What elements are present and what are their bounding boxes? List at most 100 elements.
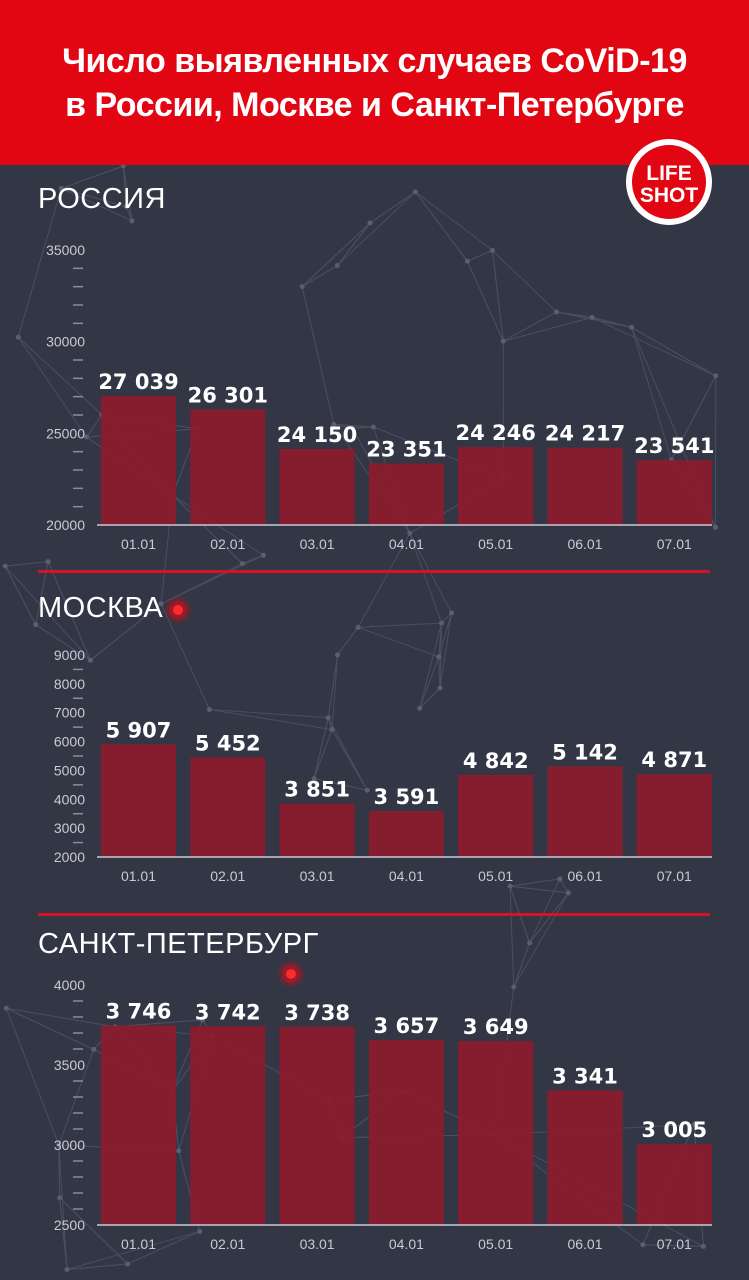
network-line bbox=[61, 165, 124, 189]
section-divider bbox=[38, 570, 710, 573]
network-line bbox=[301, 265, 338, 288]
network-line bbox=[6, 1007, 94, 1050]
network-node bbox=[158, 601, 164, 607]
network-line bbox=[513, 892, 569, 988]
network-line bbox=[90, 603, 162, 661]
bar-value-label: 26 301 bbox=[188, 383, 268, 407]
section-title-russia: РОССИЯ bbox=[38, 183, 166, 215]
bar bbox=[547, 447, 623, 525]
bar bbox=[636, 774, 712, 857]
network-line bbox=[209, 708, 333, 731]
x-tick-label: 03.01 bbox=[300, 868, 335, 884]
network-line bbox=[336, 191, 416, 266]
network-line bbox=[631, 327, 672, 461]
network-node bbox=[197, 1228, 203, 1234]
chart-moscow: 2000 3000 4000 5000 6000 7000 8000 9000 5 907 01.… bbox=[0, 640, 749, 900]
bar-value-label: 3 591 bbox=[374, 785, 440, 809]
network-line bbox=[414, 191, 468, 262]
network-node bbox=[83, 434, 89, 440]
section-title-moscow: МОСКВА bbox=[38, 592, 164, 624]
network-node bbox=[370, 424, 376, 430]
bar-value-label: 5 452 bbox=[195, 731, 261, 755]
network-node bbox=[507, 883, 513, 889]
network-node bbox=[125, 1261, 131, 1267]
bar bbox=[547, 766, 623, 857]
network-node bbox=[335, 652, 341, 658]
network-node bbox=[449, 610, 455, 616]
network-line bbox=[513, 942, 531, 988]
network-node bbox=[527, 940, 533, 946]
y-tick-label: 7000 bbox=[54, 705, 85, 721]
network-line bbox=[6, 1007, 116, 1028]
network-node bbox=[511, 984, 517, 990]
network-node bbox=[565, 890, 571, 896]
network-line bbox=[127, 1230, 200, 1265]
x-tick-label: 04.01 bbox=[389, 868, 424, 884]
y-tick-label: 3000 bbox=[54, 1137, 85, 1153]
network-node bbox=[58, 185, 64, 191]
y-tick-label: 5000 bbox=[54, 762, 85, 778]
x-tick-label: 06.01 bbox=[567, 1236, 602, 1252]
network-line bbox=[670, 375, 717, 461]
bar-value-label: 4 871 bbox=[641, 748, 707, 772]
network-node bbox=[91, 1046, 97, 1052]
bar bbox=[636, 1144, 712, 1225]
saint-petersburg-location-marker-icon bbox=[278, 961, 304, 987]
network-node bbox=[554, 309, 560, 315]
network-line bbox=[209, 708, 329, 719]
network-line bbox=[5, 1008, 60, 1146]
network-line bbox=[419, 687, 441, 709]
network-line bbox=[503, 316, 593, 342]
bar bbox=[190, 1026, 266, 1225]
y-tick-label: 8000 bbox=[54, 676, 85, 692]
bar-value-label: 24 217 bbox=[545, 422, 625, 446]
bar bbox=[368, 1039, 444, 1225]
network-node bbox=[57, 1195, 63, 1201]
network-line bbox=[17, 188, 62, 338]
network-node bbox=[367, 220, 373, 226]
bar-value-label: 3 738 bbox=[284, 1001, 350, 1025]
network-node bbox=[713, 373, 719, 379]
network-node bbox=[355, 624, 361, 630]
network-node bbox=[329, 727, 335, 733]
network-line bbox=[58, 1144, 68, 1270]
bar bbox=[458, 1041, 534, 1225]
network-line bbox=[17, 336, 87, 438]
bar bbox=[547, 1090, 623, 1225]
network-node bbox=[33, 622, 39, 628]
x-tick-label: 07.01 bbox=[657, 868, 692, 884]
bar-value-label: 4 842 bbox=[463, 749, 529, 773]
section-divider bbox=[38, 913, 710, 916]
network-line bbox=[509, 878, 560, 887]
network-line bbox=[61, 187, 133, 222]
network-node bbox=[45, 559, 51, 565]
x-tick-label: 06.01 bbox=[567, 868, 602, 884]
bar-chart-svg: 2500 3000 3500 4000 3 746 01.01 3 742 02.01 3 73… bbox=[54, 977, 712, 1252]
y-tick-label: 2000 bbox=[54, 849, 85, 865]
page-title-line-2: в России, Москве и Санкт-Петербурге bbox=[65, 85, 684, 124]
chart-saint-petersburg: 2500 3000 3500 4000 3 746 01.01 3 742 02.01 3 73… bbox=[0, 970, 749, 1260]
bar-value-label: 24 246 bbox=[456, 421, 536, 445]
x-tick-label: 01.01 bbox=[121, 536, 156, 552]
bar bbox=[279, 448, 355, 525]
network-line bbox=[301, 222, 371, 287]
network-node bbox=[589, 314, 595, 320]
network-line bbox=[66, 1230, 200, 1270]
x-tick-label: 03.01 bbox=[300, 1236, 335, 1252]
bar-value-label: 5 907 bbox=[106, 718, 172, 742]
network-node bbox=[129, 218, 135, 224]
network-line bbox=[115, 1019, 203, 1028]
network-line bbox=[559, 878, 569, 894]
x-tick-label: 04.01 bbox=[389, 536, 424, 552]
network-line bbox=[419, 622, 442, 709]
network-line bbox=[357, 533, 411, 628]
bar bbox=[458, 447, 534, 525]
bar-value-label: 3 851 bbox=[284, 778, 350, 802]
network-line bbox=[331, 654, 339, 730]
x-tick-label: 07.01 bbox=[657, 536, 692, 552]
network-line bbox=[352, 426, 374, 429]
logo-text-shot: SHOT bbox=[640, 184, 699, 207]
network-node bbox=[437, 685, 443, 691]
bar bbox=[190, 409, 266, 525]
bar bbox=[636, 460, 712, 525]
